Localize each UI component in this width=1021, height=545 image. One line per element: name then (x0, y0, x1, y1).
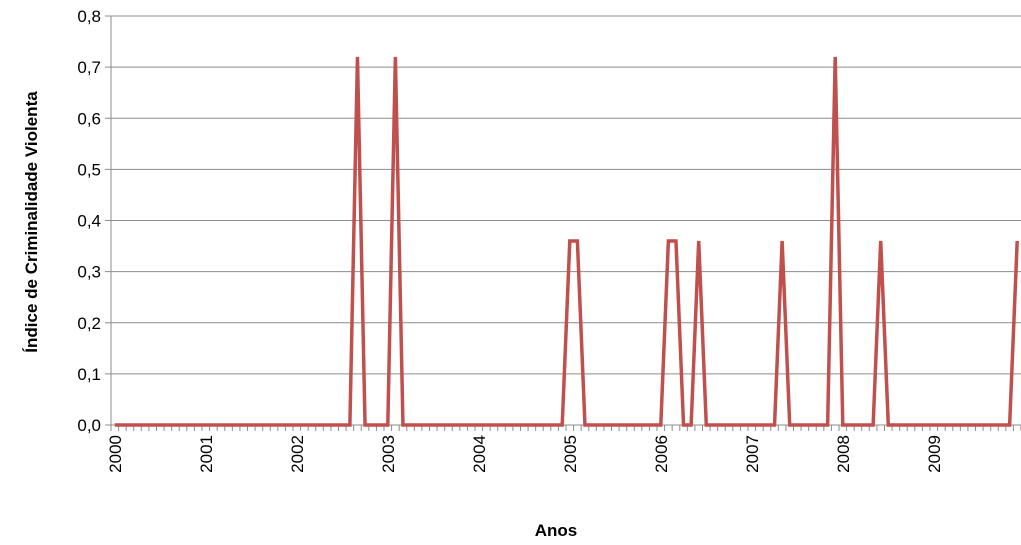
x-tick-label: 2009 (925, 435, 944, 473)
x-tick-label: 2003 (379, 435, 398, 473)
y-axis-ticks: 0,0 0,1 0,2 0,3 0,4 0,5 0,6 0,7 0,8 (77, 7, 111, 435)
y-tick-label: 0,0 (77, 416, 101, 435)
y-tick-label: 0,6 (77, 109, 101, 128)
x-tick-label: 2004 (470, 435, 489, 473)
x-axis-ticks: 2000 2001 2002 2003 2004 2005 2006 2007 2008 2009 (106, 425, 1021, 473)
x-tick-label: 2002 (288, 435, 307, 473)
y-tick-label: 0,4 (77, 212, 101, 231)
x-tick-label: 2005 (561, 435, 580, 473)
x-axis-title: Anos (534, 521, 578, 540)
y-tick-label: 0,3 (77, 263, 101, 282)
y-tick-label: 0,7 (77, 58, 101, 77)
series-line (114, 56, 1019, 427)
x-tick-label: 2001 (197, 435, 216, 473)
y-tick-label: 0,8 (77, 7, 101, 26)
y-tick-label: 0,1 (77, 365, 101, 384)
y-tick-label: 0,2 (77, 314, 101, 333)
x-tick-label: 2006 (652, 435, 671, 473)
x-tick-label: 2008 (834, 435, 853, 473)
y-tick-label: 0,5 (77, 160, 101, 179)
x-tick-label: 2000 (106, 435, 125, 473)
x-tick-label: 2007 (743, 435, 762, 473)
series-group (114, 56, 1019, 427)
